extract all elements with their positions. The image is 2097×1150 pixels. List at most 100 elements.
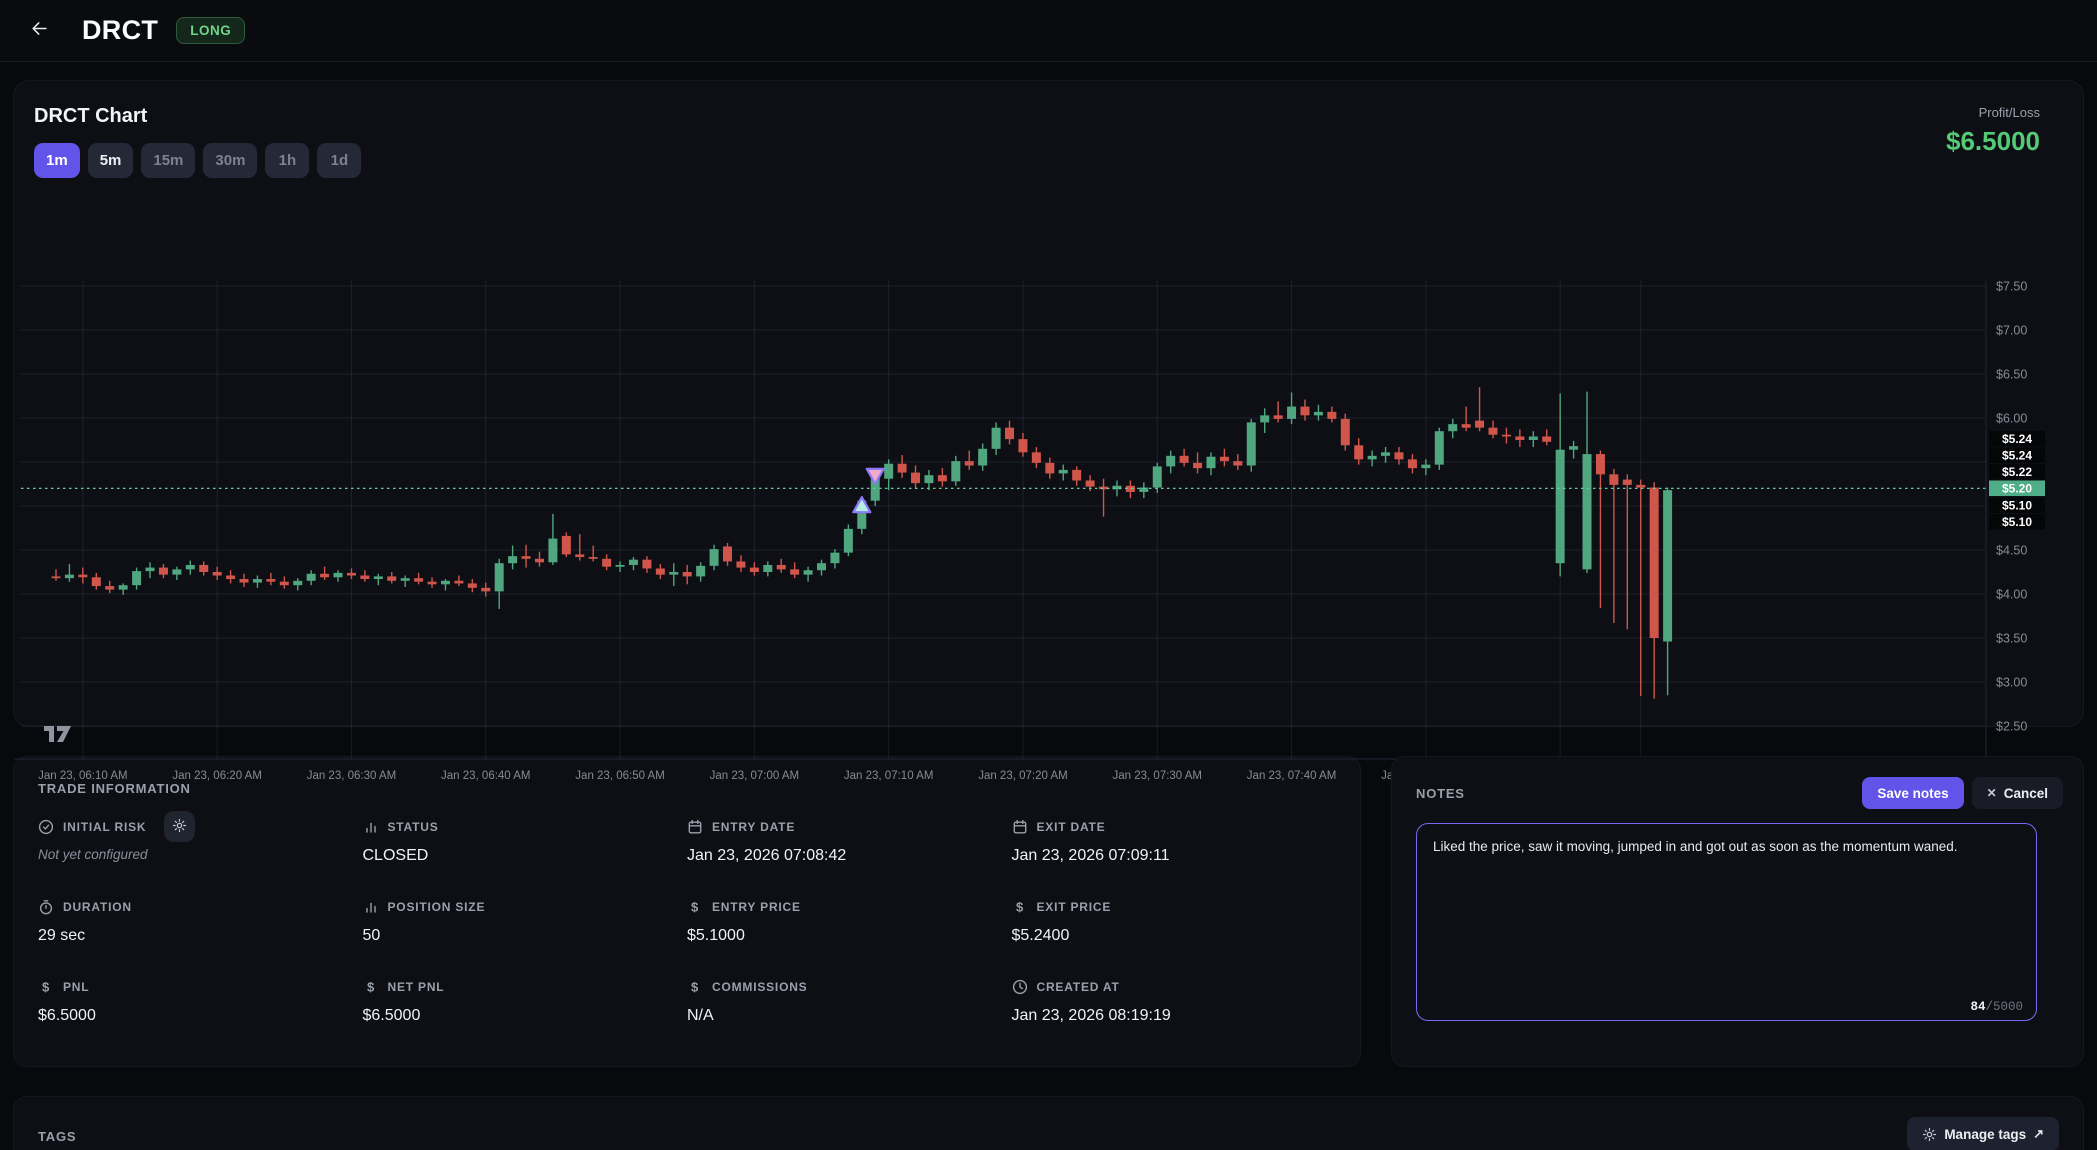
- svg-text:Jan 23, 06:40 AM: Jan 23, 06:40 AM: [441, 770, 531, 782]
- trade-field-exit-price: $EXIT PRICE$5.2400: [1012, 898, 1337, 945]
- profit-loss-label: Profit/Loss: [1946, 105, 2040, 120]
- svg-text:Jan 23, 07:20 AM: Jan 23, 07:20 AM: [978, 770, 1068, 782]
- chart-header: DRCT Chart 1m5m15m30m1h1d Profit/Loss $6…: [14, 81, 2083, 178]
- initial-risk-settings-button[interactable]: [164, 811, 195, 842]
- field-value: Jan 23, 2026 07:08:42: [687, 847, 1012, 865]
- field-label: ENTRY DATE: [712, 820, 795, 834]
- back-button[interactable]: [24, 16, 54, 46]
- candlestick-chart[interactable]: $7.50$7.00$6.50$6.00$4.50$4.00$3.50$3.00…: [14, 281, 2083, 797]
- timeframe-button-5m[interactable]: 5m: [88, 143, 134, 178]
- svg-text:$5.10: $5.10: [2002, 499, 2032, 513]
- char-count-current: 84: [1970, 1000, 1985, 1014]
- svg-text:Jan 23, 06:20 AM: Jan 23, 06:20 AM: [172, 770, 262, 782]
- close-icon: ✕: [1987, 786, 1997, 800]
- svg-text:Jan 23, 07:10 AM: Jan 23, 07:10 AM: [844, 770, 934, 782]
- notes-title: NOTES: [1416, 786, 1465, 801]
- field-value: Jan 23, 2026 07:09:11: [1012, 847, 1337, 865]
- chart-bars-icon: [363, 819, 379, 835]
- svg-text:$7.00: $7.00: [1996, 324, 2027, 338]
- dollar-icon: $: [687, 899, 703, 915]
- svg-text:$2.50: $2.50: [1996, 720, 2027, 734]
- timeframe-selector: 1m5m15m30m1h1d: [34, 143, 361, 178]
- field-label: NET PNL: [388, 980, 445, 994]
- svg-text:$6.00: $6.00: [1996, 412, 2027, 426]
- field-value: 29 sec: [38, 927, 363, 945]
- svg-text:$5.20: $5.20: [2002, 482, 2032, 496]
- timeframe-button-1m[interactable]: 1m: [34, 143, 80, 178]
- svg-text:$6.50: $6.50: [1996, 368, 2027, 382]
- field-value: N/A: [687, 1007, 1012, 1025]
- calendar-icon: [1012, 819, 1028, 835]
- profit-loss-box: Profit/Loss $6.5000: [1946, 105, 2040, 157]
- cancel-notes-button[interactable]: ✕ Cancel: [1972, 777, 2063, 809]
- chart-title: DRCT Chart: [34, 105, 361, 128]
- svg-text:$3.00: $3.00: [1996, 676, 2027, 690]
- notes-textarea[interactable]: Liked the price, saw it moving, jumped i…: [1416, 823, 2037, 1021]
- svg-text:$5.24: $5.24: [2002, 432, 2032, 446]
- trade-field-commissions: $COMMISSIONSN/A: [687, 978, 1012, 1025]
- svg-text:$5.24: $5.24: [2002, 449, 2032, 463]
- save-notes-button[interactable]: Save notes: [1862, 777, 1963, 809]
- trade-field-exit-date: EXIT DATEJan 23, 2026 07:09:11: [1012, 818, 1337, 865]
- calendar-icon: [687, 819, 703, 835]
- svg-text:$4.50: $4.50: [1996, 544, 2027, 558]
- manage-tags-label: Manage tags: [1944, 1127, 2026, 1142]
- char-count-limit: /5000: [1985, 1000, 2023, 1014]
- svg-text:$: $: [691, 900, 699, 915]
- trade-field-duration: DURATION 29 sec: [38, 898, 363, 945]
- field-label: INITIAL RISK: [63, 820, 146, 834]
- tags-title: TAGS: [38, 1129, 76, 1144]
- dollar-icon: $: [687, 979, 703, 995]
- target-icon: [38, 819, 54, 835]
- svg-text:$: $: [1015, 900, 1023, 915]
- gear-icon: [172, 818, 187, 836]
- svg-text:$: $: [366, 980, 374, 995]
- field-label: POSITION SIZE: [388, 900, 486, 914]
- trade-information-grid: INITIAL RISKNot yet configuredSTATUSCLOS…: [38, 818, 1336, 1025]
- exit-marker: [867, 469, 884, 484]
- svg-text:$: $: [691, 980, 699, 995]
- dollar-icon: $: [1012, 899, 1028, 915]
- field-value: Not yet configured: [38, 847, 363, 862]
- trade-field-entry-date: ENTRY DATE Jan 23, 2026 07:08:42: [687, 818, 1012, 865]
- svg-text:$5.10: $5.10: [2002, 515, 2032, 529]
- manage-tags-button[interactable]: Manage tags ↗: [1907, 1117, 2059, 1150]
- notes-card: NOTES Save notes ✕ Cancel Liked the price…: [1391, 756, 2084, 1067]
- svg-text:Jan 23, 06:30 AM: Jan 23, 06:30 AM: [307, 770, 397, 782]
- timeframe-button-15m[interactable]: 15m: [141, 143, 195, 178]
- trade-field-created-at: CREATED ATJan 23, 2026 08:19:19: [1012, 978, 1337, 1025]
- tradingview-logo[interactable]: [44, 726, 71, 742]
- main-content: DRCT Chart 1m5m15m30m1h1d Profit/Loss $6…: [0, 80, 2097, 1150]
- svg-text:Jan 23, 06:10 AM: Jan 23, 06:10 AM: [38, 770, 128, 782]
- arrow-left-icon: [30, 19, 49, 43]
- page-title: DRCT: [82, 15, 158, 46]
- field-value: $5.1000: [687, 927, 1012, 945]
- timeframe-button-1d[interactable]: 1d: [317, 143, 361, 178]
- timeframe-button-1h[interactable]: 1h: [265, 143, 309, 178]
- field-label: DURATION: [63, 900, 132, 914]
- tags-card: TAGS Manage tags ↗: [13, 1096, 2084, 1150]
- trade-field-pnl: $PNL$6.5000: [38, 978, 363, 1025]
- svg-text:Jan 23, 06:50 AM: Jan 23, 06:50 AM: [575, 770, 665, 782]
- field-value: $6.5000: [38, 1007, 363, 1025]
- character-counter: 84/5000: [1970, 1000, 2023, 1014]
- trade-field-initial-risk: INITIAL RISK Not yet configured: [38, 818, 363, 865]
- svg-text:Jan 23, 07:30 AM: Jan 23, 07:30 AM: [1113, 770, 1203, 782]
- trade-field-entry-price: $ ENTRY PRICE $5.1000: [687, 898, 1012, 945]
- field-value: $5.2400: [1012, 927, 1337, 945]
- profit-loss-value: $6.5000: [1946, 126, 2040, 157]
- trade-field-net-pnl: $NET PNL$6.5000: [363, 978, 688, 1025]
- chart-bars-icon: [363, 899, 379, 915]
- field-label: ENTRY PRICE: [712, 900, 801, 914]
- chart-card: DRCT Chart 1m5m15m30m1h1d Profit/Loss $6…: [13, 80, 2084, 727]
- timer-icon: [38, 899, 54, 915]
- field-label: CREATED AT: [1037, 980, 1120, 994]
- trade-information-card: TRADE INFORMATION INITIAL RISKNot yet co…: [13, 756, 1361, 1067]
- cancel-label: Cancel: [2004, 786, 2048, 801]
- field-value: CLOSED: [363, 847, 688, 865]
- entry-marker: [853, 497, 870, 512]
- svg-text:Jan 23, 07:40 AM: Jan 23, 07:40 AM: [1247, 770, 1337, 782]
- chart-canvas[interactable]: $7.50$7.00$6.50$6.00$4.50$4.00$3.50$3.00…: [14, 281, 2084, 797]
- timeframe-button-30m[interactable]: 30m: [203, 143, 257, 178]
- long-badge: LONG: [176, 17, 245, 44]
